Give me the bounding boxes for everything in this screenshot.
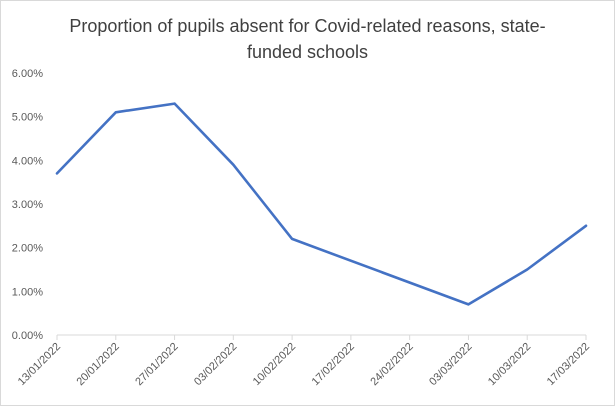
x-tick-label: 13/01/2022: [16, 341, 63, 388]
x-tick-label: 10/03/2022: [486, 341, 533, 388]
x-tick-label: 17/02/2022: [310, 341, 357, 388]
chart-title-line-1: Proportion of pupils absent for Covid-re…: [69, 16, 546, 36]
x-tick-label: 03/02/2022: [192, 341, 239, 388]
y-tick-label: 3.00%: [12, 199, 43, 211]
y-axis: 0.00% 1.00% 2.00% 3.00% 4.00% 5.00% 6.00%: [12, 68, 43, 342]
series-line: [55, 102, 588, 306]
y-tick-label: 2.00%: [12, 243, 43, 255]
y-tick-label: 6.00%: [12, 68, 43, 80]
y-tick-label: 4.00%: [12, 155, 43, 167]
x-tick-label: 17/03/2022: [545, 341, 592, 388]
x-axis: 13/01/2022 20/01/2022 27/01/2022 03/02/2022…: [16, 334, 592, 388]
x-tick-label: 03/03/2022: [427, 341, 474, 388]
x-tick-label: 10/02/2022: [251, 341, 298, 388]
x-tick-label: 27/01/2022: [133, 341, 180, 388]
y-tick-label: 5.00%: [12, 112, 43, 124]
chart-title-line-2: funded schools: [246, 42, 369, 62]
x-tick-label: 20/01/2022: [74, 341, 121, 388]
x-tick-label: 24/02/2022: [368, 341, 415, 388]
y-tick-label: 0.00%: [12, 330, 43, 342]
y-tick-label: 1.00%: [12, 286, 43, 298]
chart-title: Proportion of pupils absent for Covid-re…: [1, 13, 614, 65]
series-group: [55, 102, 588, 306]
